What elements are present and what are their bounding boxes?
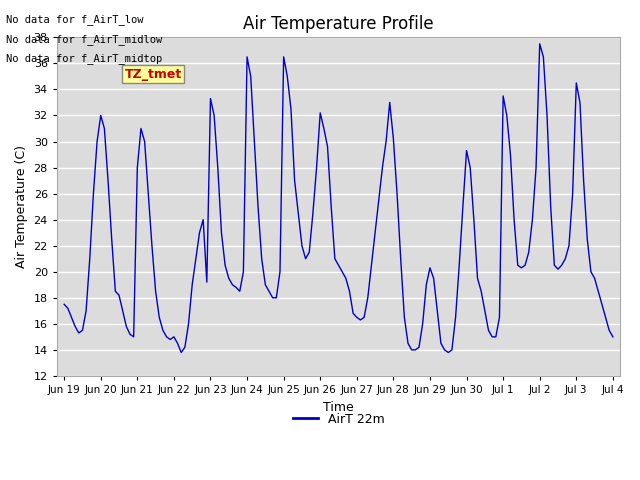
AirT 22m (397, 256, 404, 262)
AirT 22m (177, 349, 185, 355)
Line: AirT 22m: AirT 22m (64, 44, 613, 352)
AirT 22m (60, 301, 68, 307)
X-axis label: Time: Time (323, 400, 354, 413)
Text: No data for f_AirT_low: No data for f_AirT_low (6, 14, 144, 25)
Title: Air Temperature Profile: Air Temperature Profile (243, 15, 434, 33)
Text: No data for f_AirT_midlow: No data for f_AirT_midlow (6, 34, 163, 45)
AirT 22m (605, 327, 613, 333)
AirT 22m (448, 347, 456, 353)
AirT 22m (536, 41, 543, 47)
AirT 22m (331, 256, 339, 262)
AirT 22m (609, 334, 617, 340)
Legend: AirT 22m: AirT 22m (287, 408, 389, 431)
Y-axis label: Air Temperature (C): Air Temperature (C) (15, 145, 28, 268)
AirT 22m (258, 256, 266, 262)
Text: TZ_tmet: TZ_tmet (124, 68, 182, 81)
Text: No data for f_AirT_midtop: No data for f_AirT_midtop (6, 53, 163, 64)
AirT 22m (412, 347, 419, 353)
